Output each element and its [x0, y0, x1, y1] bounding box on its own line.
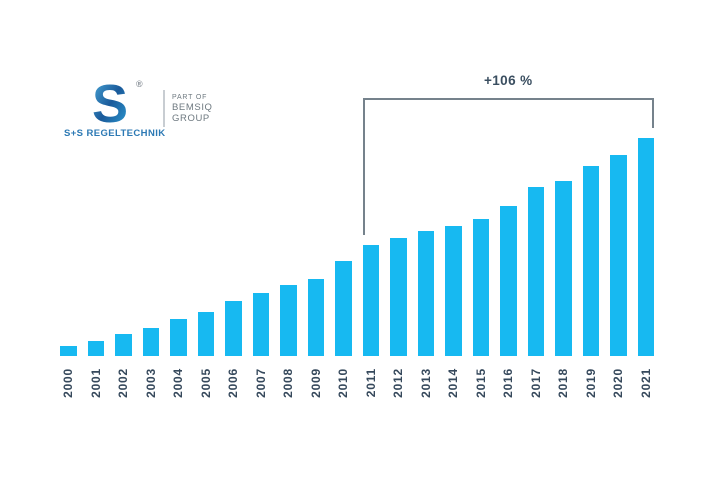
x-axis-label-2015: 2015 — [473, 368, 488, 398]
bar-2005 — [197, 312, 214, 356]
x-axis-label-2021: 2021 — [638, 368, 653, 398]
x-axis-label-2010: 2010 — [336, 368, 351, 398]
partner-line-bemsiq: BEMSIQ — [172, 102, 213, 113]
x-axis-label-2002: 2002 — [116, 368, 131, 398]
bar-2011 — [362, 245, 379, 356]
bracket-horizontal-line — [362, 98, 654, 100]
logo-divider-line — [163, 90, 165, 127]
bar-2015 — [472, 219, 489, 356]
bar-2009 — [307, 278, 324, 356]
brand-wordmark: S+S REGELTECHNIK — [64, 128, 166, 139]
partner-line-group: GROUP — [172, 112, 210, 124]
bar-2003 — [142, 328, 159, 356]
bar-2019 — [582, 165, 599, 356]
x-axis-label-2012: 2012 — [391, 368, 406, 398]
bar-2004 — [170, 319, 187, 356]
x-axis-label-2011: 2011 — [363, 368, 378, 398]
logo-letter-s: S — [92, 78, 128, 125]
x-axis-label-2001: 2001 — [88, 368, 103, 398]
x-axis-label-2008: 2008 — [281, 368, 296, 398]
bar-2014 — [445, 226, 462, 356]
x-axis-label-2009: 2009 — [308, 368, 323, 398]
bracket-right-leg — [652, 98, 654, 128]
bar-2002 — [115, 334, 132, 356]
bar-2021 — [637, 137, 654, 356]
bar-2016 — [500, 206, 517, 356]
bar-2001 — [87, 341, 104, 356]
bar-2010 — [335, 260, 352, 356]
registered-trademark-symbol: ® — [136, 79, 143, 89]
partner-line-part-of: PART OF — [172, 94, 208, 101]
growth-annotation-label: +106 % — [483, 73, 533, 88]
x-axis-label-2000: 2000 — [61, 368, 76, 398]
x-axis-label-2006: 2006 — [226, 368, 241, 398]
bar-2012 — [390, 238, 407, 356]
x-axis-label-2003: 2003 — [143, 368, 158, 398]
bar-2020 — [610, 154, 627, 356]
partner-group-label: PART OF BEMSIQ GROUP — [172, 94, 213, 123]
x-axis-label-2005: 2005 — [198, 368, 213, 398]
bar-2018 — [555, 180, 572, 356]
bar-2007 — [252, 292, 269, 356]
x-axis-label-2016: 2016 — [501, 368, 516, 398]
x-axis-label-2017: 2017 — [528, 368, 543, 398]
bar-2017 — [527, 186, 544, 356]
x-axis-label-2020: 2020 — [611, 368, 626, 398]
x-axis-label-2018: 2018 — [556, 368, 571, 398]
x-axis-label-2014: 2014 — [446, 368, 461, 398]
x-axis-label-2013: 2013 — [418, 368, 433, 398]
bracket-left-leg — [362, 98, 365, 235]
bar-2006 — [225, 301, 242, 356]
bar-2000 — [60, 346, 77, 356]
x-axis-label-2019: 2019 — [583, 368, 598, 398]
ss-logo-mark-icon: S — [92, 78, 128, 125]
x-axis-label-2007: 2007 — [253, 368, 268, 398]
x-axis-label-2004: 2004 — [171, 368, 186, 398]
bar-2008 — [280, 284, 297, 356]
bar-2013 — [417, 231, 434, 356]
